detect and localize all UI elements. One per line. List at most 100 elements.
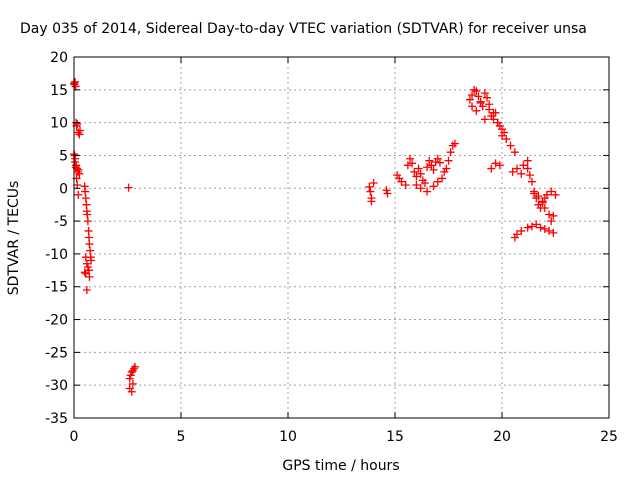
data-point [401,180,410,189]
data-point [416,169,425,178]
data-point [87,256,96,265]
y-tick-label: -5 [54,214,68,230]
data-point [397,177,406,186]
data-point [75,126,84,135]
data-point [71,82,80,91]
data-point [519,161,528,170]
data-point [483,93,492,102]
data-point [498,131,506,140]
data-point [489,108,498,117]
data-point [444,156,453,165]
data-point [448,141,457,150]
data-point [405,154,414,163]
data-point [523,223,532,232]
data-point [75,169,84,178]
y-tick-label: -35 [45,411,68,427]
axis-ticks [73,56,610,419]
y-tick-label: 5 [59,148,68,164]
data-point [517,169,526,178]
y-tick-labels: 20 15 10 5 0 -5 -10 -15 -20 -25 -30 -35 [45,50,68,427]
data-point [493,118,502,127]
data-point [442,164,451,173]
data-point [128,379,137,388]
x-tick-label: 20 [493,429,511,445]
data-point [491,159,500,168]
data-point [536,223,545,232]
data-point [527,177,536,186]
data-point [547,187,556,196]
data-point [423,187,432,196]
x-tick-label: 10 [279,429,297,445]
data-point [425,156,434,165]
data-point [82,286,91,295]
data-point [83,217,92,226]
data-point [127,387,136,396]
y-tick-label: -20 [45,313,68,329]
y-tick-label: -15 [45,280,68,296]
data-point [414,164,423,173]
data-point [468,102,477,111]
data-point [470,85,479,94]
data-point [403,161,412,170]
x-tick-labels: 0 5 10 15 20 25 [70,429,618,445]
data-point [366,187,375,196]
x-axis-label: GPS time / hours [282,458,399,474]
data-point [545,226,554,235]
data-point [465,95,474,104]
data-point [474,92,483,101]
data-point [438,174,447,183]
data-point [512,164,521,173]
data-point [527,222,536,231]
chart-title: Day 035 of 2014, Sidereal Day-to-day VTE… [20,21,587,37]
y-tick-label: -10 [45,247,68,263]
data-point [410,167,419,176]
data-point [124,183,133,192]
data-point [73,167,82,176]
data-point [517,226,526,235]
data-point [545,210,554,219]
data-point [73,119,82,128]
data-point [429,165,438,174]
y-tick-label: -30 [45,378,68,394]
data-point [435,158,444,167]
data-point [525,171,534,180]
data-point [547,217,556,226]
data-point [480,89,489,98]
data-point [540,203,549,212]
data-point [420,179,429,188]
data-point [551,190,560,199]
data-point [408,159,417,168]
data-point [81,253,90,262]
data-point [367,197,376,206]
data-point [540,224,549,233]
data-point [506,141,515,150]
data-point [74,128,83,137]
y-tick-label: 0 [59,181,68,197]
data-point [383,189,392,198]
data-point [549,228,558,237]
data-point [502,135,511,144]
data-point [549,211,558,220]
y-axis-label: SDTVAR / TECUs [6,181,22,296]
data-points [70,77,560,396]
data-point [542,190,551,199]
data-point [472,87,481,96]
data-point [508,167,517,176]
data-point [472,106,481,115]
data-point [73,180,82,189]
gridlines [74,57,609,418]
data-point [530,189,539,198]
data-point [423,163,432,172]
data-point [538,198,547,207]
y-tick-label: -25 [45,345,68,361]
data-point [369,179,378,188]
data-point [130,362,139,371]
data-point [510,148,519,157]
data-point [81,269,90,278]
data-point [427,161,436,170]
data-point [446,148,455,157]
data-point [450,139,459,148]
data-point [128,366,137,375]
data-point [532,220,541,229]
